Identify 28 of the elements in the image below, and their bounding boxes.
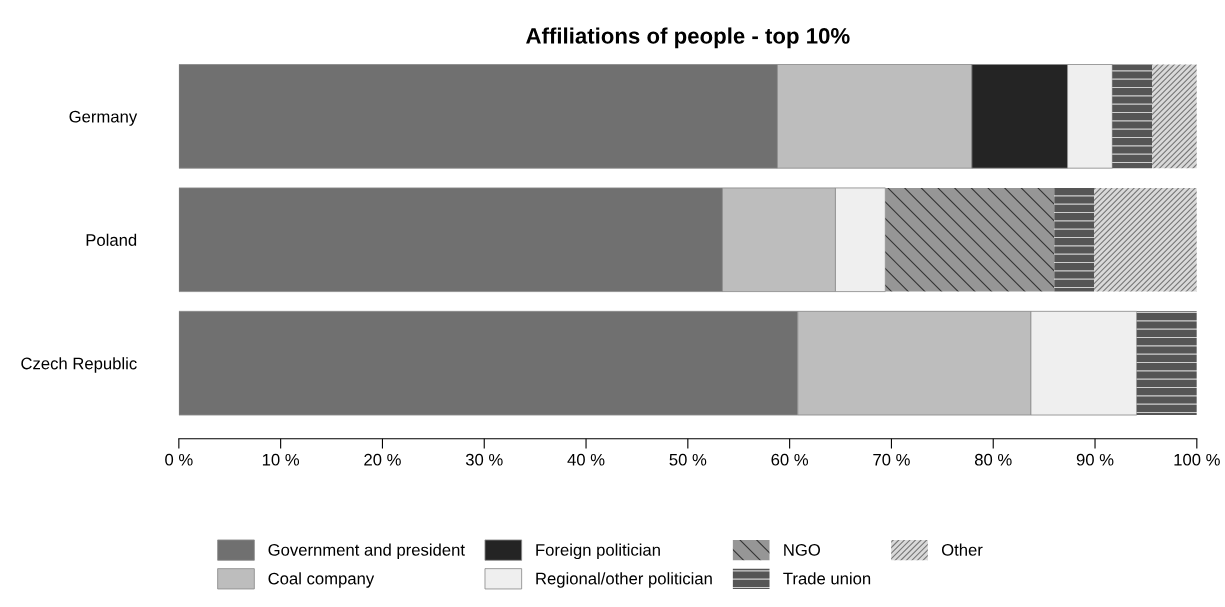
bar — [1152, 64, 1197, 169]
bar — [1112, 64, 1153, 169]
bar — [1054, 187, 1095, 292]
x-tick-label: 90 % — [1076, 453, 1114, 466]
bar — [1094, 187, 1197, 292]
y-tick-label: Czech Republic — [21, 357, 137, 373]
legend-label: Foreign politician — [536, 543, 660, 560]
x-tick-label: 40 % — [567, 453, 605, 466]
x-tick-label: 0 % — [165, 453, 193, 466]
legend-label: Coal company — [268, 572, 375, 588]
chart-title: Affiliations of people - top 10% — [526, 27, 850, 49]
legend-label: Other — [941, 543, 983, 556]
x-tick-label: 10 % — [262, 453, 300, 466]
y-tick-label: Germany — [69, 110, 138, 126]
legend-label: Trade union — [783, 572, 871, 585]
x-tick-label: 80 % — [974, 453, 1012, 466]
bar — [885, 187, 1055, 292]
y-tick-label: Poland — [86, 233, 137, 246]
x-tick-label: 50 % — [669, 453, 707, 466]
x-tick-label: 70 % — [873, 453, 910, 466]
x-tick-label: 100 % — [1174, 453, 1220, 466]
legend-label: Government and president — [268, 543, 465, 560]
legend-label: NGO — [784, 543, 821, 556]
x-tick-label: 30 % — [465, 453, 503, 466]
x-tick-label: 60 % — [771, 453, 809, 466]
legend-label: Regional/other politician — [536, 572, 712, 588]
x-tick-label: 20 % — [364, 453, 401, 466]
bar — [1136, 311, 1197, 416]
